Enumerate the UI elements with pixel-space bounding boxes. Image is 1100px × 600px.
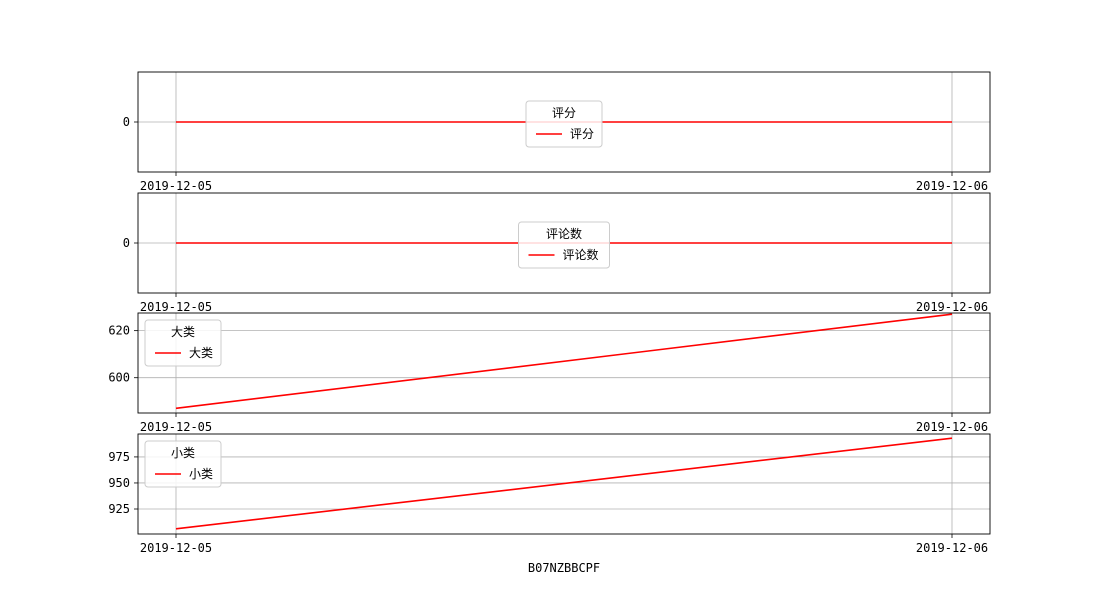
- legend-entry: 大类: [189, 346, 213, 360]
- axes-frame: [137, 192, 991, 294]
- series-line: [175, 437, 953, 530]
- x-tick-label: 2019-12-05: [140, 300, 212, 314]
- y-tick-label: 0: [123, 236, 130, 250]
- axes-frame: [137, 71, 991, 173]
- y-tick-label: 600: [108, 371, 130, 385]
- y-tick-label: 975: [108, 450, 130, 464]
- legend-entry: 评分: [570, 127, 594, 141]
- y-tick-label: 925: [108, 502, 130, 516]
- x-tick-label: 2019-12-06: [916, 420, 988, 434]
- legend-box: [144, 319, 222, 367]
- legend-title: 大类: [171, 325, 195, 339]
- x-tick-label: 2019-12-05: [140, 179, 212, 193]
- axes-frame: [137, 312, 991, 414]
- legend-box: [518, 221, 610, 269]
- x-tick-label: 2019-12-06: [916, 541, 988, 555]
- legend-box: [525, 100, 603, 148]
- x-tick-label: 2019-12-05: [140, 420, 212, 434]
- y-tick-label: 620: [108, 324, 130, 338]
- legend-title: 小类: [171, 446, 195, 460]
- series-line: [175, 313, 953, 410]
- x-tick-label: 2019-12-06: [916, 300, 988, 314]
- legend-box: [144, 440, 222, 488]
- y-tick-label: 950: [108, 476, 130, 490]
- x-tick-label: 2019-12-06: [916, 179, 988, 193]
- legend-entry: 小类: [189, 467, 213, 481]
- legend-entry: 评论数: [563, 247, 599, 262]
- legend-title: 评论数: [546, 226, 582, 241]
- x-tick-label: 2019-12-05: [140, 541, 212, 555]
- legend-title: 评分: [552, 106, 576, 120]
- y-tick-label: 0: [123, 115, 130, 129]
- axes-frame: [137, 433, 991, 535]
- x-axis-label: B07NZBBCPF: [528, 561, 600, 575]
